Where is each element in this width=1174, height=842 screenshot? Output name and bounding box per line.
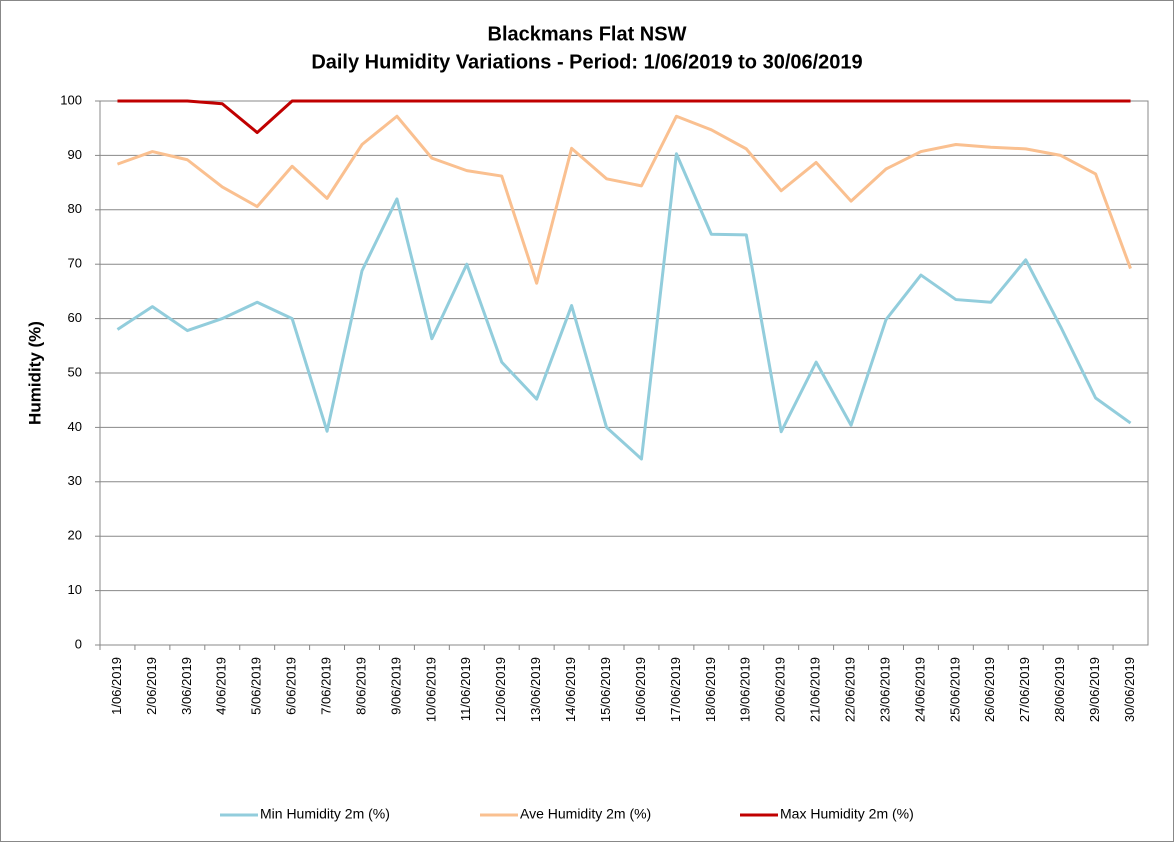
x-tick-label: 8/06/2019	[353, 657, 368, 715]
series-line	[116, 114, 1132, 285]
y-tick-label: 70	[68, 256, 82, 271]
x-tick-label: 19/06/2019	[738, 657, 753, 722]
x-tick-label: 17/06/2019	[668, 657, 683, 722]
series-line	[116, 152, 1132, 461]
y-tick-label: 0	[75, 636, 82, 651]
x-tick-label: 30/06/2019	[1122, 657, 1137, 722]
y-tick-label: 100	[60, 92, 82, 107]
x-tick-label: 13/06/2019	[528, 657, 543, 722]
series-line	[117, 99, 1131, 135]
x-tick-label: 15/06/2019	[598, 657, 613, 722]
x-tick-label: 21/06/2019	[808, 657, 823, 722]
legend-label: Max Humidity 2m (%)	[780, 806, 914, 822]
x-tick-label: 16/06/2019	[633, 657, 648, 722]
x-tick-label: 20/06/2019	[773, 657, 788, 722]
x-tick-label: 26/06/2019	[982, 657, 997, 722]
x-tick-label: 23/06/2019	[877, 657, 892, 722]
x-tick-label: 22/06/2019	[843, 657, 858, 722]
x-tick-label: 29/06/2019	[1087, 657, 1102, 722]
y-tick-label: 50	[68, 364, 82, 379]
x-tick-label: 3/06/2019	[179, 657, 194, 715]
x-tick-label: 12/06/2019	[493, 657, 508, 722]
y-tick-label: 30	[68, 473, 82, 488]
x-tick-label: 7/06/2019	[319, 657, 334, 715]
chart-subtitle: Daily Humidity Variations - Period: 1/06…	[311, 51, 862, 73]
y-tick-label: 20	[68, 528, 82, 543]
y-tick-label: 60	[68, 310, 82, 325]
y-tick-label: 80	[68, 201, 82, 216]
x-tick-label: 18/06/2019	[703, 657, 718, 722]
x-tick-label: 10/06/2019	[423, 657, 438, 722]
y-tick-label: 40	[68, 419, 82, 434]
y-axis-label: Humidity (%)	[25, 321, 44, 425]
x-tick-label: 5/06/2019	[249, 657, 264, 715]
legend-label: Min Humidity 2m (%)	[260, 806, 390, 822]
x-tick-label: 14/06/2019	[563, 657, 578, 722]
chart-title: Blackmans Flat NSW	[488, 23, 687, 45]
y-tick-label: 90	[68, 147, 82, 162]
x-tick-label: 2/06/2019	[144, 657, 159, 715]
y-tick-label: 10	[68, 582, 82, 597]
x-tick-label: 1/06/2019	[109, 657, 124, 715]
x-tick-label: 27/06/2019	[1017, 657, 1032, 722]
x-tick-label: 4/06/2019	[214, 657, 229, 715]
x-tick-label: 9/06/2019	[388, 657, 403, 715]
x-tick-label: 6/06/2019	[284, 657, 299, 715]
x-tick-label: 25/06/2019	[947, 657, 962, 722]
x-tick-label: 28/06/2019	[1052, 657, 1067, 722]
x-tick-label: 24/06/2019	[912, 657, 927, 722]
x-tick-label: 11/06/2019	[458, 657, 473, 721]
legend-label: Ave Humidity 2m (%)	[520, 806, 651, 822]
